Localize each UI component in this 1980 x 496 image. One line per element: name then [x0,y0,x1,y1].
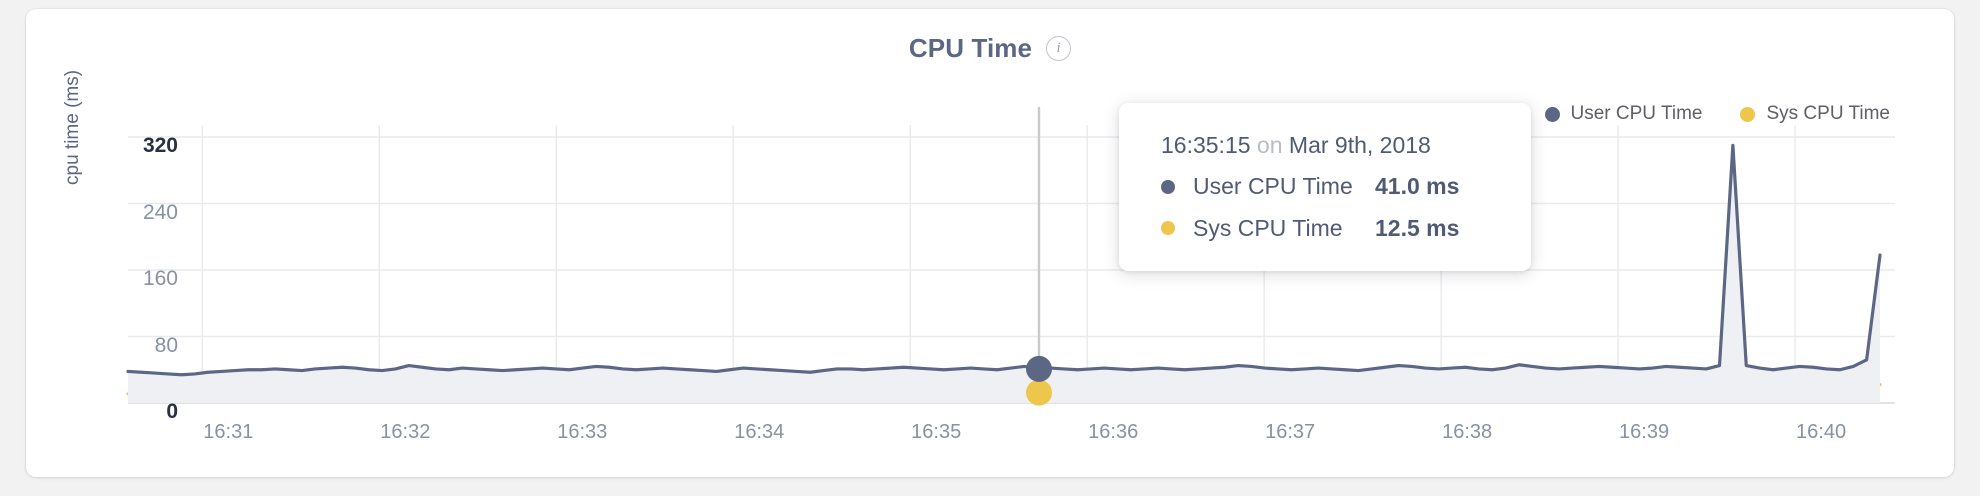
x-axis-tick-label: 16:31 [203,421,254,443]
legend-item-user-cpu-time[interactable]: User CPU Time [1544,103,1703,125]
legend-dot-sys-cpu-time [1740,106,1756,122]
y-axis-tick-label: 160 [142,267,178,290]
tooltip-name-sys-cpu-time: Sys CPU Time [1193,214,1343,241]
legend-dot-user-cpu-time [1544,106,1560,122]
tooltip-date: Mar 9th, 2018 [1288,132,1431,158]
chart-plot-area: cpu time (ms) 0 80 160 240 320 16:31 16:32 16:… [26,9,1954,477]
tooltip-name-user-cpu-time: User CPU Time [1193,173,1353,200]
tooltip-row-user-cpu-time: User CPU Time 41.0 ms [1119,170,1531,203]
legend-item-sys-cpu-time[interactable]: Sys CPU Time [1740,103,1890,125]
hover-marker-user-cpu-time [1026,355,1052,382]
series-area-user-cpu-time [128,145,1880,403]
tooltip-value-user-cpu-time: 41.0 ms [1375,173,1460,200]
y-axis-tick-label: 80 [154,333,178,357]
chart-legend: User CPU Time Sys CPU Time [1544,103,1890,125]
hover-marker-sys-cpu-time [1026,379,1052,406]
y-axis-tick-label: 0 [166,400,178,423]
tooltip-row-sys-cpu-time: Sys CPU Time 12.5 ms [1119,212,1531,245]
y-axis-tick-label: 320 [142,134,178,157]
tooltip-value-sys-cpu-time: 12.5 ms [1375,214,1460,241]
legend-label-user-cpu-time: User CPU Time [1570,103,1703,124]
x-axis-tick-label: 16:36 [1088,421,1139,443]
tooltip-header: 16:35:15 on Mar 9th, 2018 [1119,129,1531,162]
page-title: CPU Time [908,33,1033,63]
x-axis-tick-label: 16:40 [1796,421,1847,443]
card-header: CPU Time i [26,35,1954,61]
y-axis-tick-label: 240 [142,200,178,224]
series-line-user-cpu-time [126,143,1882,377]
x-axis-tick-label: 16:39 [1619,421,1670,443]
hover-tooltip: 16:35:15 on Mar 9th, 2018 User CPU Time … [1119,103,1531,272]
x-axis-tick-label: 16:34 [734,421,785,443]
info-icon[interactable]: i [1046,35,1072,61]
tooltip-dot-user-cpu-time [1161,180,1175,195]
x-axis-tick-label: 16:35 [911,421,962,443]
tooltip-dot-sys-cpu-time [1161,221,1175,236]
x-axis-tick-label: 16:32 [380,421,431,443]
chart-canvas[interactable] [26,9,1954,477]
x-axis-tick-label: 16:33 [557,421,608,443]
cpu-time-card: CPU Time i User CPU Time Sys CPU Time cp… [26,9,1954,477]
tooltip-conjunction: on [1256,132,1283,158]
x-axis-tick-label: 16:38 [1442,421,1493,443]
legend-label-sys-cpu-time: Sys CPU Time [1766,103,1890,124]
x-axis-tick-label: 16:37 [1265,421,1316,443]
tooltip-time: 16:35:15 [1161,132,1251,158]
